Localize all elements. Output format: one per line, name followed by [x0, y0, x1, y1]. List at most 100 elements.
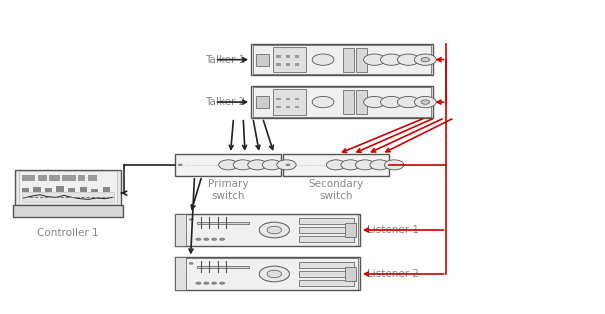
Circle shape: [195, 238, 201, 241]
Bar: [62, 176, 76, 181]
Bar: [286, 63, 290, 66]
Circle shape: [211, 282, 217, 285]
Bar: [286, 98, 290, 100]
Bar: [80, 187, 87, 192]
Circle shape: [262, 160, 281, 170]
Circle shape: [370, 160, 390, 170]
Circle shape: [286, 164, 290, 166]
Circle shape: [219, 238, 225, 241]
Bar: [175, 154, 281, 176]
Bar: [298, 227, 354, 233]
Bar: [345, 267, 356, 281]
Bar: [356, 48, 367, 72]
Bar: [91, 189, 99, 192]
Bar: [177, 258, 358, 290]
Circle shape: [414, 96, 436, 108]
Text: Listener 1: Listener 1: [367, 225, 419, 235]
Circle shape: [356, 160, 375, 170]
Bar: [251, 44, 433, 75]
Circle shape: [414, 54, 436, 65]
Bar: [253, 87, 431, 117]
Bar: [276, 98, 281, 100]
Circle shape: [312, 54, 334, 65]
Circle shape: [385, 160, 404, 170]
Bar: [298, 262, 354, 268]
Bar: [103, 187, 110, 192]
Bar: [197, 266, 249, 268]
Circle shape: [421, 57, 430, 62]
Bar: [298, 279, 354, 285]
Bar: [273, 47, 306, 72]
Circle shape: [364, 54, 385, 65]
Circle shape: [203, 238, 209, 241]
Bar: [256, 54, 269, 66]
Bar: [88, 176, 97, 181]
Bar: [298, 236, 354, 241]
Bar: [22, 188, 29, 192]
Bar: [343, 48, 354, 72]
Bar: [295, 98, 299, 100]
Bar: [49, 176, 60, 181]
Circle shape: [381, 96, 402, 108]
Text: Talker 1: Talker 1: [204, 55, 245, 65]
Circle shape: [233, 160, 252, 170]
Circle shape: [189, 262, 194, 265]
Bar: [298, 218, 354, 224]
Bar: [22, 176, 35, 181]
Bar: [286, 106, 290, 108]
Bar: [256, 96, 269, 108]
Circle shape: [381, 54, 402, 65]
Circle shape: [341, 160, 361, 170]
Circle shape: [327, 160, 346, 170]
Bar: [15, 170, 121, 206]
Circle shape: [364, 96, 385, 108]
Bar: [295, 63, 299, 66]
Bar: [295, 55, 299, 58]
Bar: [68, 188, 75, 192]
Bar: [276, 55, 281, 58]
Circle shape: [195, 282, 201, 285]
Bar: [276, 106, 281, 108]
Bar: [175, 214, 186, 246]
Bar: [56, 186, 64, 192]
Circle shape: [189, 218, 194, 221]
Bar: [253, 45, 431, 74]
Text: Secondary
switch: Secondary switch: [309, 179, 364, 201]
Circle shape: [259, 222, 289, 238]
Circle shape: [397, 96, 419, 108]
Bar: [45, 188, 52, 192]
Bar: [22, 192, 114, 202]
Circle shape: [397, 54, 419, 65]
Text: Primary
switch: Primary switch: [208, 179, 249, 201]
Bar: [251, 86, 433, 118]
Bar: [295, 106, 299, 108]
Text: Controller 1: Controller 1: [38, 228, 99, 238]
Circle shape: [178, 164, 183, 166]
Bar: [38, 176, 47, 181]
Text: Listener 2: Listener 2: [367, 269, 419, 279]
Bar: [175, 214, 360, 246]
Bar: [33, 187, 41, 192]
Bar: [343, 90, 354, 114]
Bar: [273, 89, 306, 115]
Bar: [283, 154, 389, 176]
Circle shape: [219, 282, 225, 285]
Bar: [276, 63, 281, 66]
Circle shape: [218, 160, 238, 170]
Circle shape: [267, 270, 281, 278]
Circle shape: [211, 238, 217, 241]
Bar: [345, 224, 356, 237]
Text: Talker 2: Talker 2: [204, 97, 245, 107]
Bar: [175, 257, 186, 290]
Bar: [19, 171, 117, 204]
Circle shape: [259, 266, 289, 282]
Bar: [78, 176, 85, 181]
Circle shape: [312, 96, 334, 108]
Bar: [298, 271, 354, 277]
Bar: [286, 55, 290, 58]
Circle shape: [267, 226, 281, 234]
Bar: [356, 90, 367, 114]
Circle shape: [203, 282, 209, 285]
Bar: [197, 222, 249, 225]
Circle shape: [247, 160, 267, 170]
